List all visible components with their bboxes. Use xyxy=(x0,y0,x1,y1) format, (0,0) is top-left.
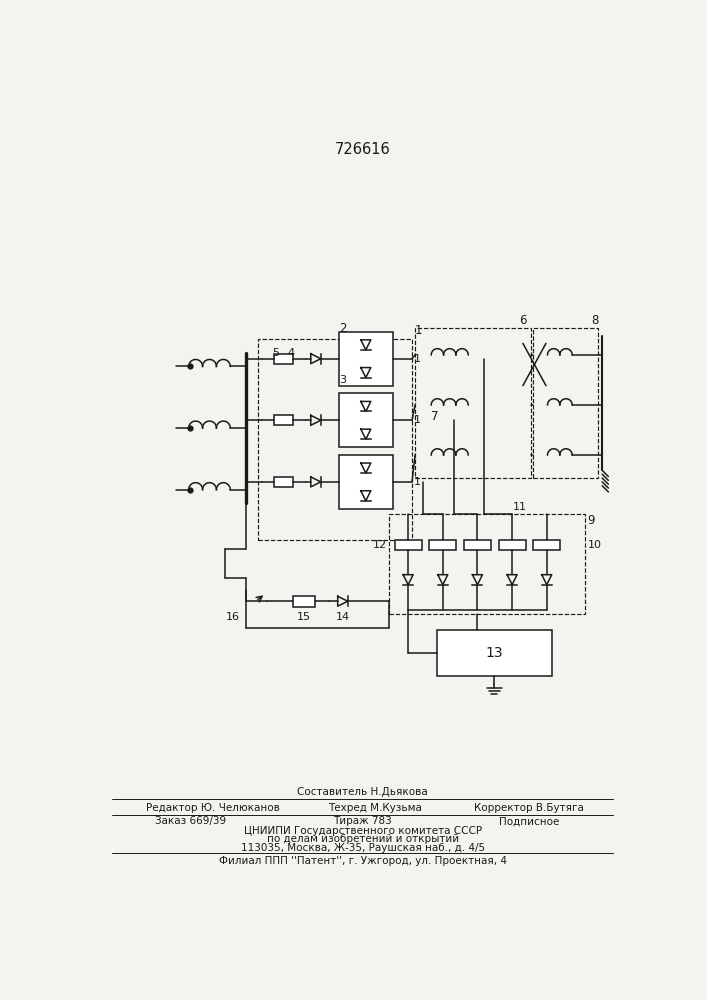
Bar xyxy=(498,540,525,550)
Text: 3: 3 xyxy=(339,375,346,385)
Text: 15: 15 xyxy=(297,612,311,622)
Text: Филиал ППП ''Патент'', г. Ужгород, ул. Проектная, 4: Филиал ППП ''Патент'', г. Ужгород, ул. П… xyxy=(218,856,507,866)
Text: Составитель Н.Дьякова: Составитель Н.Дьякова xyxy=(298,787,428,797)
Text: 4: 4 xyxy=(288,348,295,358)
Bar xyxy=(429,540,456,550)
Bar xyxy=(258,339,412,540)
Text: 12: 12 xyxy=(373,540,387,550)
Text: Тираж 783: Тираж 783 xyxy=(333,816,392,826)
Text: 6: 6 xyxy=(519,314,527,327)
Bar xyxy=(274,415,293,425)
Bar xyxy=(437,630,552,676)
Bar xyxy=(339,455,393,509)
Text: 113035, Москва, Ж-35, Раушская наб., д. 4/5: 113035, Москва, Ж-35, Раушская наб., д. … xyxy=(240,843,485,853)
Text: 1: 1 xyxy=(414,354,421,364)
Bar xyxy=(533,328,598,478)
Text: 726616: 726616 xyxy=(335,142,390,157)
Text: 14: 14 xyxy=(336,612,350,622)
Bar xyxy=(395,540,421,550)
Text: 13: 13 xyxy=(486,646,503,660)
Bar xyxy=(293,596,315,607)
Text: 11: 11 xyxy=(513,502,527,512)
Bar xyxy=(533,540,560,550)
Text: 8: 8 xyxy=(591,314,598,327)
Text: 1: 1 xyxy=(414,324,422,337)
Text: 2: 2 xyxy=(339,322,346,335)
Bar xyxy=(464,540,491,550)
Text: Подписное: Подписное xyxy=(499,816,559,826)
Bar xyxy=(415,328,530,478)
Bar xyxy=(274,477,293,487)
Text: 16: 16 xyxy=(226,612,240,622)
Text: 5: 5 xyxy=(272,348,279,358)
Text: Заказ 669/39: Заказ 669/39 xyxy=(155,816,226,826)
Bar xyxy=(339,393,393,447)
Bar xyxy=(274,354,293,364)
Text: 9: 9 xyxy=(588,514,595,527)
Text: Корректор В.Бутяга: Корректор В.Бутяга xyxy=(474,803,584,813)
Text: 7: 7 xyxy=(431,410,438,423)
Text: 10: 10 xyxy=(588,540,602,550)
Text: ЦНИИПИ Государственного комитета СССР: ЦНИИПИ Государственного комитета СССР xyxy=(244,826,481,836)
Text: по делам изобретений и открытий: по делам изобретений и открытий xyxy=(267,834,459,844)
Bar xyxy=(339,332,393,386)
Bar xyxy=(389,514,585,614)
Text: Техред М.Кузьма: Техред М.Кузьма xyxy=(328,803,422,813)
Text: 1: 1 xyxy=(414,477,421,487)
Text: Редактор Ю. Челюканов: Редактор Ю. Челюканов xyxy=(146,803,280,813)
Text: 1: 1 xyxy=(414,415,421,425)
